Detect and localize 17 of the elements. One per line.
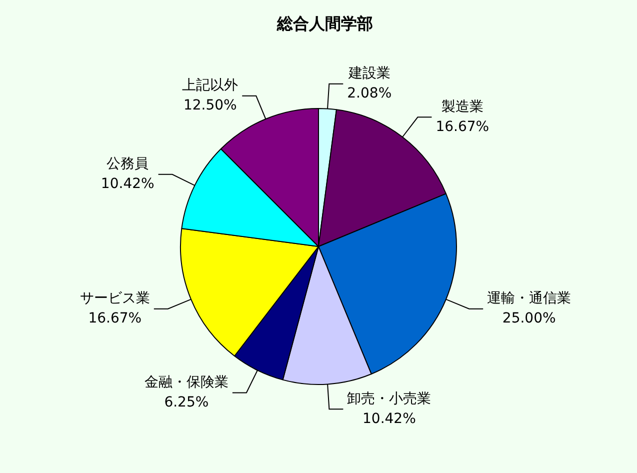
slice-label: 建設業	[347, 65, 390, 82]
data-label: 10.42%	[100, 176, 154, 192]
chart-title: 総合人間学部	[276, 14, 373, 34]
data-label: 10.42%	[362, 410, 416, 427]
slice-label: 上記以外	[182, 78, 238, 94]
data-label: 16.67%	[436, 118, 490, 135]
slice-label: サービス業	[80, 290, 150, 307]
slice-label: 卸売・小売業	[347, 390, 432, 407]
slice-label: 製造業	[441, 98, 484, 115]
data-label: 12.50%	[183, 98, 237, 114]
slice-label: 公務員	[106, 156, 149, 172]
data-label: 25.00%	[502, 310, 556, 326]
data-label: 6.25%	[164, 394, 209, 410]
data-label: 16.67%	[88, 310, 142, 327]
slice-label: 運輸・通信業	[487, 290, 572, 306]
slice-label: 金融・保険業	[144, 374, 228, 390]
data-label: 2.08%	[347, 85, 392, 102]
